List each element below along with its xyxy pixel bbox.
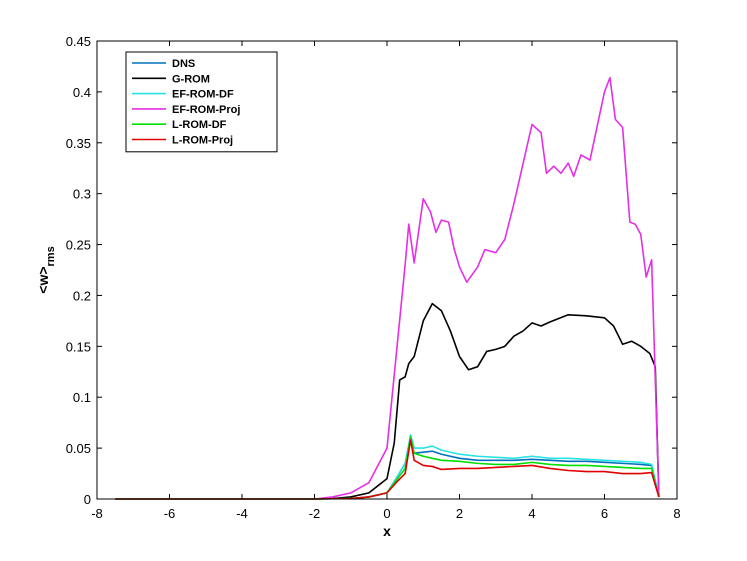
x-tick-label: -6: [164, 506, 176, 521]
x-tick-label: 0: [383, 506, 390, 521]
series-line-5: [115, 439, 660, 500]
x-tick-label: 4: [528, 506, 535, 521]
legend-label: L-ROM-Proj: [172, 135, 233, 147]
legend-box: [125, 51, 278, 153]
y-tick-label: 0.4: [73, 85, 91, 100]
y-tick-label: 0.45: [66, 34, 91, 49]
tick-layer: -8 -6 -4 -2 0 2 4 6 8 0 0.05 0.1 0.15 0.2 0.25 0.3 0.35 0…: [66, 34, 681, 521]
x-tick-label: -8: [91, 506, 103, 521]
legend: DNS G-ROM EF-ROM-DF EF-ROM-Proj L-ROM-DF L-RO…: [125, 51, 278, 153]
x-tick-label: 8: [673, 506, 680, 521]
x-tick-label: 2: [456, 506, 463, 521]
series-line-3: [115, 76, 660, 500]
y-axis-label-subscript: rms: [45, 246, 57, 266]
y-tick-label: 0.3: [73, 187, 91, 202]
legend-label: G-ROM: [172, 73, 210, 85]
x-axis-label: x: [383, 523, 391, 539]
legend-label: L-ROM-DF: [172, 119, 227, 131]
legend-label: EF-ROM-DF: [172, 89, 234, 101]
y-axis-label-main: <w>: [35, 266, 51, 293]
x-tick-label: -2: [309, 506, 321, 521]
series-line-1: [115, 302, 660, 500]
series-layer: [115, 76, 660, 500]
legend-label: EF-ROM-Proj: [172, 104, 240, 116]
y-axis-label: <w>rms: [35, 246, 57, 293]
y-tick-label: 0.2: [73, 288, 91, 303]
x-tick-label: 6: [601, 506, 608, 521]
legend-label: DNS: [172, 58, 195, 70]
y-tick-label: 0.15: [66, 339, 91, 354]
x-tick-label: -4: [236, 506, 248, 521]
y-tick-label: 0.1: [73, 390, 91, 405]
y-tick-label: 0.35: [66, 136, 91, 151]
svg-text:<w>rms: <w>rms: [35, 246, 57, 293]
y-tick-label: 0.25: [66, 238, 91, 253]
y-tick-label: 0: [84, 492, 91, 507]
y-tick-label: 0.05: [66, 441, 91, 456]
